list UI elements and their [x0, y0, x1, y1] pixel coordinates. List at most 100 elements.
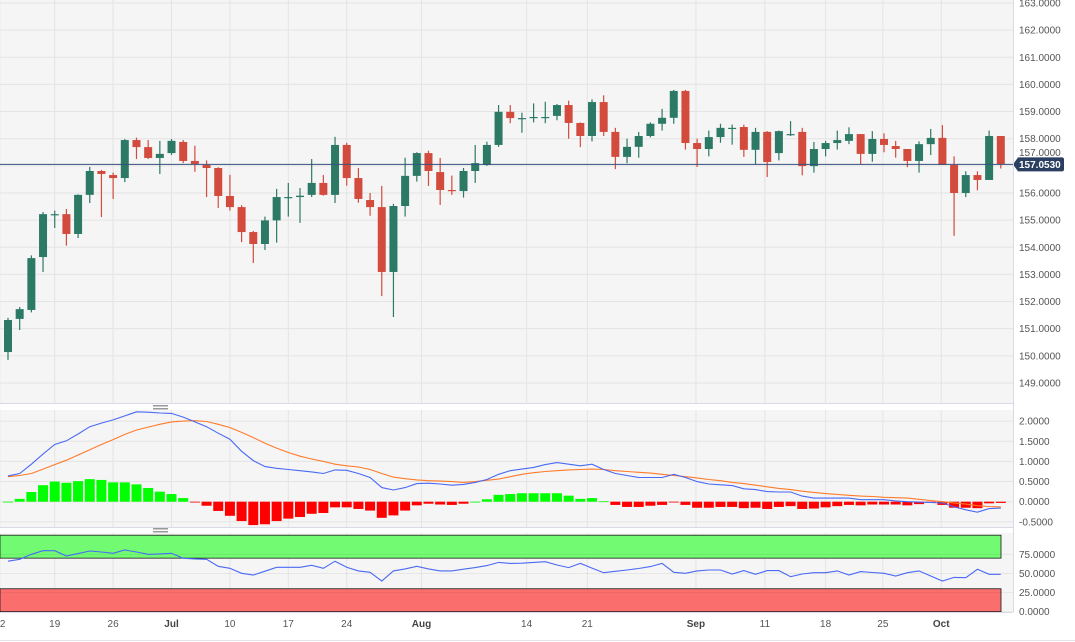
- candle-up: [272, 197, 281, 221]
- histogram-bar-negative: [224, 501, 235, 516]
- histogram-bar-positive: [61, 482, 72, 502]
- rsi-panel: 75.0000 50.0000 25.0000 0.0000: [0, 533, 1056, 618]
- price-tick-label: 152.0000: [1019, 297, 1061, 308]
- date-tick-label: Aug: [412, 619, 431, 630]
- histogram-bar-negative: [610, 501, 621, 505]
- date-tick-label: 25: [877, 619, 889, 630]
- histogram-bar-negative: [890, 501, 901, 505]
- candle-up: [74, 194, 83, 234]
- candle-down: [436, 172, 445, 190]
- price-tick-label: 161.0000: [1019, 53, 1061, 64]
- date-axis: 12 19 26 Jul 10 17 24 Aug 14 21 Sep 11 18 25 Oct: [0, 619, 950, 630]
- candle-up: [634, 135, 643, 147]
- histogram-bar-negative: [692, 501, 703, 508]
- oversold-zone: [0, 588, 1002, 613]
- rsi-tick-label: 50.0000: [1019, 569, 1056, 580]
- price-tick-label: 163.0000: [1019, 0, 1061, 10]
- histogram-bar-negative: [318, 501, 329, 513]
- candle-down: [237, 207, 246, 233]
- histogram-bar-positive: [563, 495, 574, 502]
- macd-tick-label: 2.0000: [1019, 417, 1050, 428]
- histogram-bar-negative: [376, 501, 387, 518]
- histogram-bar-negative: [984, 501, 995, 504]
- histogram-bar-negative: [423, 501, 434, 504]
- price-tick-label: 156.0000: [1019, 188, 1061, 199]
- histogram-bar-negative: [797, 501, 808, 509]
- histogram-bar-negative: [972, 501, 983, 509]
- histogram-bar-negative: [949, 501, 960, 508]
- rsi-tick-label: 25.0000: [1019, 588, 1056, 599]
- macd-tick-label: -0.5000: [1019, 517, 1053, 528]
- rsi-tick-label: 75.0000: [1019, 550, 1056, 561]
- date-tick-label: 26: [108, 619, 120, 630]
- histogram-bar-negative: [750, 501, 761, 508]
- histogram-bar-positive: [516, 493, 527, 502]
- price-tick-label: 157.0000: [1019, 148, 1061, 159]
- macd-plot-area[interactable]: [0, 410, 1013, 527]
- date-tick-label: 12: [0, 619, 6, 630]
- histogram-bar-positive: [108, 482, 119, 502]
- date-tick-label: 19: [49, 619, 61, 630]
- candle-down: [109, 175, 118, 179]
- histogram-bar-negative: [914, 501, 925, 505]
- candle-down: [564, 105, 573, 123]
- histogram-bar-negative: [283, 501, 294, 519]
- histogram-bar-negative: [645, 501, 656, 506]
- histogram-bar-positive: [96, 479, 107, 502]
- macd-tick-label: 0.0000: [1019, 497, 1050, 508]
- candle-down: [599, 102, 608, 132]
- histogram-bar-positive: [540, 493, 551, 502]
- candle-up: [833, 140, 842, 144]
- histogram-bar-negative: [295, 501, 305, 518]
- histogram-bar-negative: [622, 501, 633, 507]
- histogram-bar-negative: [668, 501, 679, 503]
- histogram-bar-positive: [3, 501, 13, 503]
- candle-down: [342, 144, 351, 179]
- candle-up: [459, 170, 468, 192]
- candle-up: [541, 116, 550, 119]
- histogram-bar-negative: [995, 501, 1006, 503]
- macd-tick-label: 0.5000: [1019, 477, 1050, 488]
- candle-up: [786, 134, 795, 136]
- candle-up: [961, 175, 970, 193]
- candle-up: [482, 144, 491, 166]
- candle-up: [868, 138, 877, 154]
- candle-down: [891, 146, 900, 150]
- histogram-bar-positive: [154, 491, 165, 502]
- histogram-bar-negative: [785, 501, 796, 507]
- candle-up: [809, 149, 818, 167]
- histogram-bar-positive: [493, 494, 504, 502]
- rsi-resize-handle[interactable]: [153, 528, 168, 533]
- histogram-bar-negative: [738, 501, 749, 509]
- histogram-bar-negative: [657, 501, 668, 505]
- histogram-bar-positive: [84, 479, 95, 502]
- histogram-bar-positive: [481, 499, 492, 502]
- histogram-bar-negative: [727, 501, 738, 507]
- histogram-bar-negative: [832, 501, 843, 507]
- candle-down: [366, 200, 375, 208]
- histogram-bar-positive: [551, 493, 562, 502]
- candle-up: [494, 111, 503, 145]
- candle-up: [4, 319, 12, 353]
- histogram-bar-negative: [236, 501, 247, 522]
- price-tick-label: 154.0000: [1019, 243, 1061, 254]
- candle-down: [377, 207, 386, 272]
- macd-resize-handle[interactable]: [153, 405, 168, 410]
- date-tick-label: 11: [760, 619, 771, 630]
- candle-up: [155, 153, 164, 158]
- candle-down: [190, 160, 199, 164]
- histogram-bar-positive: [166, 494, 177, 502]
- date-tick-label: 14: [521, 619, 533, 630]
- histogram-bar-negative: [306, 501, 317, 514]
- histogram-bar-positive: [26, 492, 37, 502]
- price-plot-area[interactable]: [0, 0, 1013, 403]
- price-panel: 163.0000 162.0000 161.0000 160.0000 159.0000…: [0, 0, 1064, 403]
- candle-up: [926, 137, 935, 145]
- histogram-bar-positive: [587, 498, 597, 502]
- candle-down: [693, 143, 702, 150]
- candle-up: [588, 102, 596, 136]
- candle-down: [97, 170, 106, 174]
- price-tick-label: 153.0000: [1019, 270, 1061, 281]
- candle-up: [552, 105, 561, 116]
- histogram-bar-negative: [388, 501, 399, 516]
